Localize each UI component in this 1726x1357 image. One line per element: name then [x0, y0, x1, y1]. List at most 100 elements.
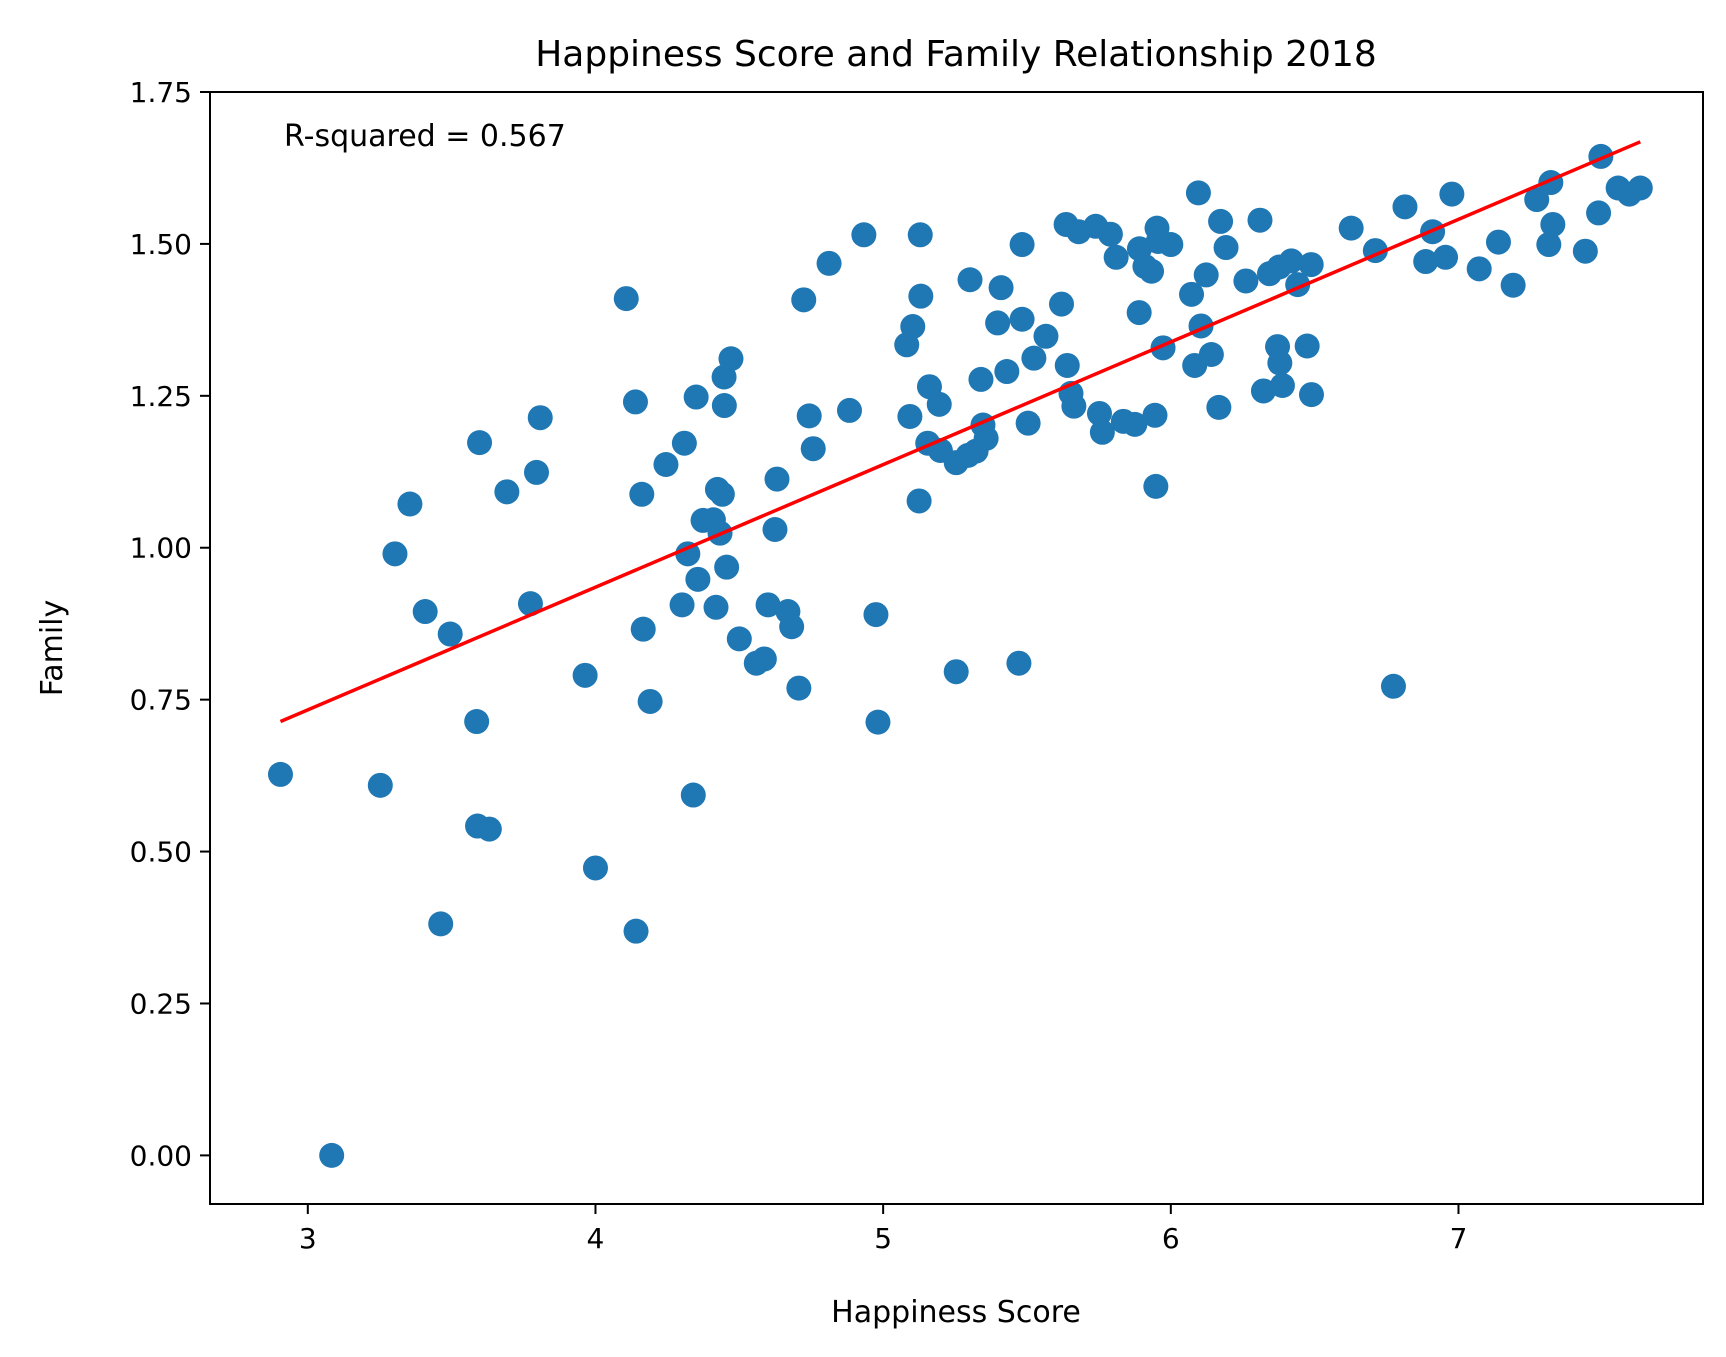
- data-point: [1413, 249, 1439, 275]
- data-point: [1572, 238, 1598, 264]
- data-point: [1122, 411, 1148, 437]
- plot-area: [209, 91, 1704, 1205]
- data-point: [988, 275, 1014, 301]
- data-point: [1627, 175, 1653, 201]
- y-tick-label: 0.50: [130, 836, 192, 869]
- data-point: [863, 602, 889, 628]
- data-point: [836, 397, 862, 423]
- data-point: [1466, 256, 1492, 282]
- data-point: [791, 287, 817, 313]
- y-tick-label: 1.25: [130, 380, 192, 413]
- data-point: [675, 541, 701, 567]
- data-point: [968, 366, 994, 392]
- y-tick-label: 1.75: [130, 76, 192, 109]
- data-point: [1033, 323, 1059, 349]
- data-point: [957, 267, 983, 293]
- data-point: [653, 451, 679, 477]
- data-point: [926, 391, 952, 417]
- data-point: [851, 222, 877, 248]
- data-point: [1433, 244, 1459, 270]
- data-point: [711, 393, 737, 419]
- data-point: [1089, 419, 1115, 445]
- data-point: [1103, 244, 1129, 270]
- data-point: [1278, 248, 1304, 274]
- data-point: [703, 594, 729, 620]
- data-point: [1054, 352, 1080, 378]
- data-point: [1006, 650, 1032, 676]
- data-point: [1048, 291, 1074, 317]
- data-point: [796, 403, 822, 429]
- data-point: [467, 430, 493, 456]
- regression-line: [279, 140, 1641, 724]
- data-point: [476, 816, 502, 842]
- data-point: [865, 709, 891, 735]
- data-point: [1179, 281, 1205, 307]
- data-point: [764, 466, 790, 492]
- data-point: [1380, 673, 1406, 699]
- data-point: [800, 436, 826, 462]
- data-point: [630, 616, 656, 642]
- data-point: [1097, 221, 1123, 247]
- data-point: [1143, 473, 1169, 499]
- data-point: [637, 688, 663, 714]
- y-tick-label: 1.00: [130, 532, 192, 565]
- data-point: [613, 286, 639, 312]
- data-point: [714, 554, 740, 580]
- x-tick-label: 7: [1450, 1222, 1468, 1255]
- x-tick-label: 3: [299, 1222, 317, 1255]
- data-point: [1586, 200, 1612, 226]
- data-point: [1298, 252, 1324, 278]
- data-point: [685, 566, 711, 592]
- data-point: [718, 346, 744, 372]
- data-point: [524, 459, 550, 485]
- data-point: [319, 1142, 345, 1168]
- data-point: [382, 541, 408, 567]
- data-point: [1009, 232, 1035, 258]
- data-point: [1540, 211, 1566, 237]
- y-tick-label: 0.25: [130, 987, 192, 1020]
- data-point: [1213, 235, 1239, 261]
- data-point: [683, 384, 709, 410]
- data-point: [1185, 180, 1211, 206]
- data-point: [1267, 350, 1293, 376]
- data-point: [755, 592, 781, 618]
- data-point: [1009, 306, 1035, 332]
- axes-frame: [209, 91, 1704, 1205]
- y-tick-label: 0.75: [130, 684, 192, 717]
- data-point: [1198, 342, 1224, 368]
- data-point: [1485, 229, 1511, 255]
- data-point: [1208, 208, 1234, 234]
- data-point: [1233, 268, 1259, 294]
- data-point: [816, 250, 842, 276]
- data-point: [267, 761, 293, 787]
- data-point: [907, 222, 933, 248]
- data-point: [397, 491, 423, 517]
- data-point: [1500, 272, 1526, 298]
- data-point: [1086, 400, 1112, 426]
- data-point: [973, 425, 999, 451]
- data-point: [671, 430, 697, 456]
- data-point: [985, 310, 1011, 336]
- data-point: [943, 659, 969, 685]
- data-point: [1250, 378, 1276, 404]
- data-point: [762, 517, 788, 543]
- data-point: [906, 488, 932, 514]
- data-point: [908, 283, 934, 309]
- data-point: [994, 359, 1020, 385]
- x-tick-label: 4: [587, 1222, 605, 1255]
- y-axis-label: Family: [35, 600, 70, 697]
- data-point: [1294, 333, 1320, 359]
- data-point: [572, 662, 598, 688]
- x-axis-label: Happiness Score: [831, 1295, 1081, 1330]
- data-point: [726, 626, 752, 652]
- data-point: [1392, 194, 1418, 220]
- data-point: [1536, 232, 1562, 258]
- data-point: [897, 403, 923, 429]
- data-point: [623, 918, 649, 944]
- r-squared-annotation: R-squared = 0.567: [284, 119, 566, 154]
- data-point: [629, 481, 655, 507]
- data-point: [1338, 215, 1364, 241]
- y-axis-ticks: 0.00 0.25 0.50 0.75 1.00 1.25 1.50 1.75: [130, 76, 210, 1172]
